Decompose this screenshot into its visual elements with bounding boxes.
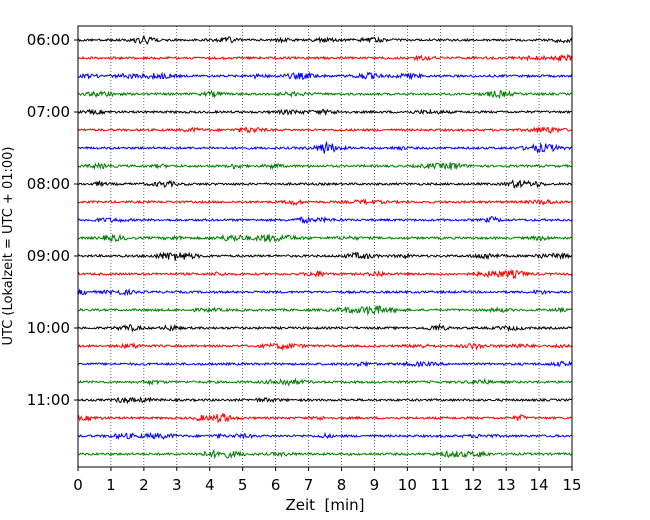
trace-row-21 <box>77 413 573 424</box>
x-tick-label: 11 <box>431 476 450 494</box>
y-axis-ticks: 06:00 07:00 08:00 09:00 10:00 11:00 <box>27 31 78 409</box>
x-tick-label: 4 <box>205 476 215 494</box>
x-tick-label: 8 <box>337 476 347 494</box>
trace-row-7 <box>77 161 573 171</box>
x-tick-label: 15 <box>562 476 581 494</box>
x-tick-label: 1 <box>106 476 116 494</box>
x-tick-label: 12 <box>464 476 483 494</box>
y-tick-label: 10:00 <box>27 319 70 337</box>
x-axis-label: Zeit [min] <box>285 496 364 514</box>
x-axis-ticks: 0 1 2 3 4 5 6 7 8 9 10 11 12 13 14 15 <box>73 467 582 494</box>
trace-row-17 <box>77 341 573 352</box>
trace-row-22 <box>77 431 573 441</box>
x-tick-label: 14 <box>530 476 549 494</box>
trace-row-14 <box>77 288 573 297</box>
y-tick-label: 06:00 <box>27 31 70 49</box>
plot-frame <box>77 25 573 468</box>
x-tick-label: 6 <box>271 476 281 494</box>
trace-row-11 <box>77 233 573 243</box>
trace-row-20 <box>77 396 573 405</box>
trace-row-6 <box>77 140 573 154</box>
trace-row-23 <box>77 448 573 460</box>
trace-row-1 <box>77 53 573 63</box>
trace-row-0 <box>77 34 573 45</box>
plot-background <box>78 26 572 467</box>
x-tick-label: 7 <box>304 476 314 494</box>
x-tick-label: 13 <box>497 476 516 494</box>
x-tick-label: 10 <box>398 476 417 494</box>
y-tick-label: 08:00 <box>27 175 70 193</box>
y-tick-label: 11:00 <box>27 391 70 409</box>
trace-row-16 <box>77 323 573 333</box>
traces <box>77 34 573 460</box>
trace-row-2 <box>77 71 573 81</box>
trace-row-9 <box>77 198 573 207</box>
x-tick-label: 2 <box>139 476 149 494</box>
trace-row-10 <box>77 215 573 225</box>
trace-row-15 <box>77 304 573 317</box>
x-tick-label: 3 <box>172 476 182 494</box>
trace-row-5 <box>77 126 573 135</box>
x-tick-label: 5 <box>238 476 248 494</box>
y-tick-label: 07:00 <box>27 103 70 121</box>
x-tick-label: 0 <box>73 476 83 494</box>
trace-row-3 <box>77 89 573 100</box>
x-tick-label: 9 <box>370 476 380 494</box>
y-axis-label: UTC (Lokalzeit = UTC + 01:00) <box>1 147 16 346</box>
trace-row-13 <box>77 268 573 280</box>
trace-row-8 <box>77 179 573 189</box>
trace-row-12 <box>77 251 573 261</box>
trace-row-19 <box>77 377 573 387</box>
trace-row-18 <box>77 360 573 368</box>
y-tick-label: 09:00 <box>27 247 70 265</box>
trace-row-4 <box>77 108 573 117</box>
